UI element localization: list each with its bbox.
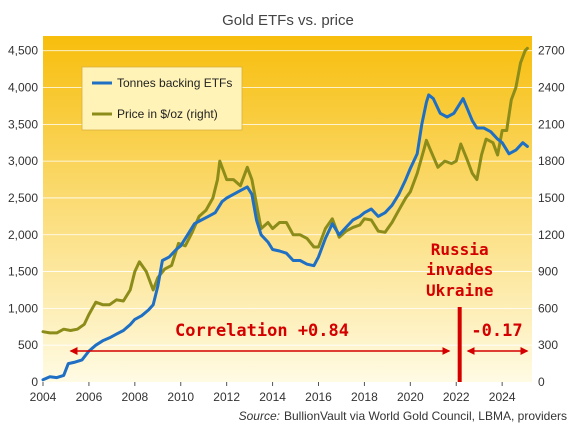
y-left-tick-label: 4,000 <box>8 81 38 95</box>
series-layer <box>41 46 529 382</box>
y-left-tick-label: 2,500 <box>8 191 38 205</box>
legend: Tonnes backing ETFs Price in $/oz (right… <box>81 66 243 131</box>
source-text: BullionVault via World Gold Council, LBM… <box>284 409 567 423</box>
y-right-tick-label: 900 <box>538 265 558 279</box>
event-annotation: Russia invades Ukraine <box>426 240 493 382</box>
y-axis-left: 0 500 1,000 1,500 2,000 2,500 3,000 3,500 4,000 4… <box>8 44 38 389</box>
y-right-tick-label: 300 <box>538 338 558 352</box>
y-right-tick-label: 600 <box>538 301 558 315</box>
y-left-tick-label: 4,500 <box>8 44 38 58</box>
source-label: Source: <box>239 409 280 423</box>
x-tick-label: 2018 <box>351 390 378 404</box>
y-left-tick-label: 3,000 <box>8 154 38 168</box>
x-tick-label: 2016 <box>305 390 332 404</box>
x-tick-label: 2006 <box>76 390 103 404</box>
y-left-tick-label: 3,500 <box>8 117 38 131</box>
x-tick-label: 2008 <box>121 390 148 404</box>
y-left-tick-label: 2,000 <box>8 228 38 242</box>
correlation-after-label: -0.17 <box>471 321 522 341</box>
chart-title: Gold ETFs vs. price <box>222 12 354 29</box>
y-left-tick-label: 1,500 <box>8 265 38 279</box>
legend-box <box>81 66 243 131</box>
correlation-after: -0.17 <box>466 321 529 355</box>
legend-label-etf: Tonnes backing ETFs <box>117 76 232 90</box>
correlation-before-label: Correlation +0.84 <box>175 321 349 341</box>
x-axis: 2004 2006 2008 2010 2012 2014 2016 2018 2020 2022… <box>30 382 516 404</box>
series-line-etf-tonnes <box>41 93 529 382</box>
correlation-before: Correlation +0.84 <box>69 321 451 355</box>
y-axis-right: 0 300 600 900 1200 1500 1800 2100 2400 2700 <box>538 44 565 389</box>
event-label-line-1: Russia <box>431 240 489 259</box>
x-tick-label: 2014 <box>259 390 286 404</box>
series-line-gold-price <box>41 46 529 335</box>
x-tick-label: 2020 <box>397 390 424 404</box>
y-left-tick-label: 1,000 <box>8 301 38 315</box>
y-right-tick-label: 1800 <box>538 154 565 168</box>
y-right-tick-label: 1500 <box>538 191 565 205</box>
source-note: Source: BullionVault via World Gold Counc… <box>239 409 567 423</box>
x-tick-label: 2024 <box>489 390 516 404</box>
x-tick-label: 2004 <box>30 390 57 404</box>
y-left-tick-label: 500 <box>18 338 38 352</box>
x-tick-label: 2010 <box>167 390 194 404</box>
y-right-tick-label: 1200 <box>538 228 565 242</box>
y-right-tick-label: 2700 <box>538 44 565 58</box>
y-left-tick-label: 0 <box>31 375 38 389</box>
y-right-tick-label: 2400 <box>538 81 565 95</box>
y-right-tick-label: 0 <box>538 375 545 389</box>
x-tick-label: 2012 <box>213 390 240 404</box>
legend-label-price: Price in $/oz (right) <box>117 107 218 121</box>
x-tick-label: 2022 <box>443 390 470 404</box>
event-label-line-2: invades <box>426 260 493 279</box>
event-label-line-3: Ukraine <box>426 281 493 300</box>
y-right-tick-label: 2100 <box>538 117 565 131</box>
